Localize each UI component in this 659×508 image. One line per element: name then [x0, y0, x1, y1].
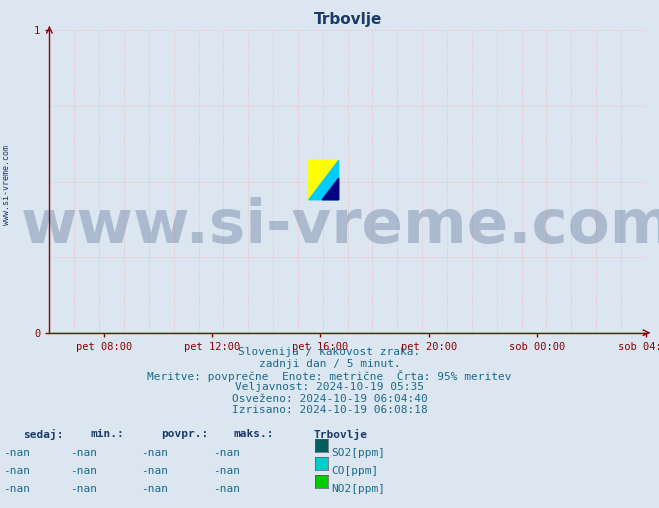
Text: Veljavnost: 2024-10-19 05:35: Veljavnost: 2024-10-19 05:35 — [235, 382, 424, 392]
Polygon shape — [309, 161, 339, 200]
Text: -nan: -nan — [141, 484, 168, 494]
Polygon shape — [309, 161, 339, 200]
Text: Osveženo: 2024-10-19 06:04:40: Osveženo: 2024-10-19 06:04:40 — [231, 394, 428, 404]
Text: Trbovlje: Trbovlje — [313, 429, 367, 440]
Text: -nan: -nan — [214, 484, 241, 494]
Text: -nan: -nan — [141, 466, 168, 476]
Text: -nan: -nan — [214, 466, 241, 476]
Text: Izrisano: 2024-10-19 06:08:18: Izrisano: 2024-10-19 06:08:18 — [231, 405, 428, 416]
Polygon shape — [322, 178, 339, 200]
Text: sedaj:: sedaj: — [23, 429, 63, 440]
Text: -nan: -nan — [3, 466, 30, 476]
Text: -nan: -nan — [3, 484, 30, 494]
Text: -nan: -nan — [214, 448, 241, 458]
Text: -nan: -nan — [71, 484, 98, 494]
Text: NO2[ppm]: NO2[ppm] — [331, 484, 386, 494]
Text: -nan: -nan — [71, 448, 98, 458]
Text: -nan: -nan — [71, 466, 98, 476]
Text: www.si-vreme.com: www.si-vreme.com — [21, 198, 659, 257]
Text: povpr.:: povpr.: — [161, 429, 209, 439]
Text: -nan: -nan — [141, 448, 168, 458]
Text: Slovenija / kakovost zraka.: Slovenija / kakovost zraka. — [239, 347, 420, 357]
Text: Meritve: povprečne  Enote: metrične  Črta: 95% meritev: Meritve: povprečne Enote: metrične Črta:… — [147, 370, 512, 383]
Text: SO2[ppm]: SO2[ppm] — [331, 448, 386, 458]
Text: www.si-vreme.com: www.si-vreme.com — [2, 145, 11, 226]
Text: -nan: -nan — [3, 448, 30, 458]
Text: CO[ppm]: CO[ppm] — [331, 466, 379, 476]
Text: maks.:: maks.: — [234, 429, 274, 439]
Text: min.:: min.: — [91, 429, 125, 439]
Title: Trbovlje: Trbovlje — [314, 12, 382, 26]
Text: zadnji dan / 5 minut.: zadnji dan / 5 minut. — [258, 359, 401, 369]
